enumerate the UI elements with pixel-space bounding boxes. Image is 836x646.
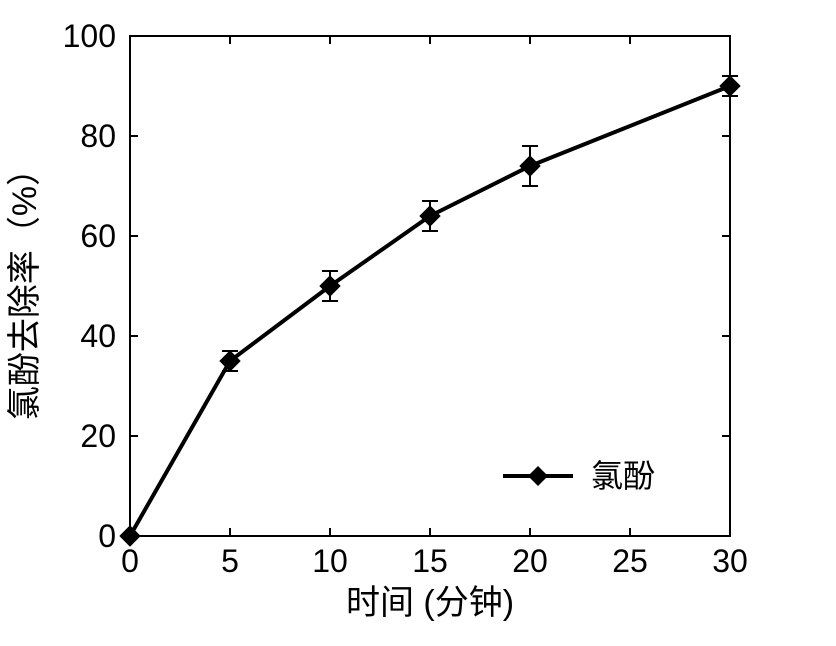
x-tick-label: 10 xyxy=(312,543,348,579)
y-tick-label: 60 xyxy=(80,218,116,254)
x-tick-label: 30 xyxy=(712,543,748,579)
y-tick-label: 40 xyxy=(80,318,116,354)
chart-svg: 0 5 10 15 20 25 30 0 20 40 60 80 100 时间 (分钟) 氯酚去除率（%） 氯… xyxy=(0,0,836,646)
x-tick-label: 25 xyxy=(612,543,648,579)
x-tick-label: 15 xyxy=(412,543,448,579)
x-tick-label: 0 xyxy=(121,543,139,579)
y-axis-label: 氯酚去除率（%） xyxy=(6,152,44,420)
legend-label: 氯酚 xyxy=(591,458,655,494)
x-tick-label: 5 xyxy=(221,543,239,579)
y-tick-label: 100 xyxy=(63,18,116,54)
x-tick-label: 20 xyxy=(512,543,548,579)
y-tick-label: 20 xyxy=(80,418,116,454)
chart-container: 0 5 10 15 20 25 30 0 20 40 60 80 100 时间 (分钟) 氯酚去除率（%） 氯… xyxy=(0,0,836,646)
x-axis-label: 时间 (分钟) xyxy=(346,584,514,622)
y-tick-label: 80 xyxy=(80,118,116,154)
y-tick-label: 0 xyxy=(98,518,116,554)
